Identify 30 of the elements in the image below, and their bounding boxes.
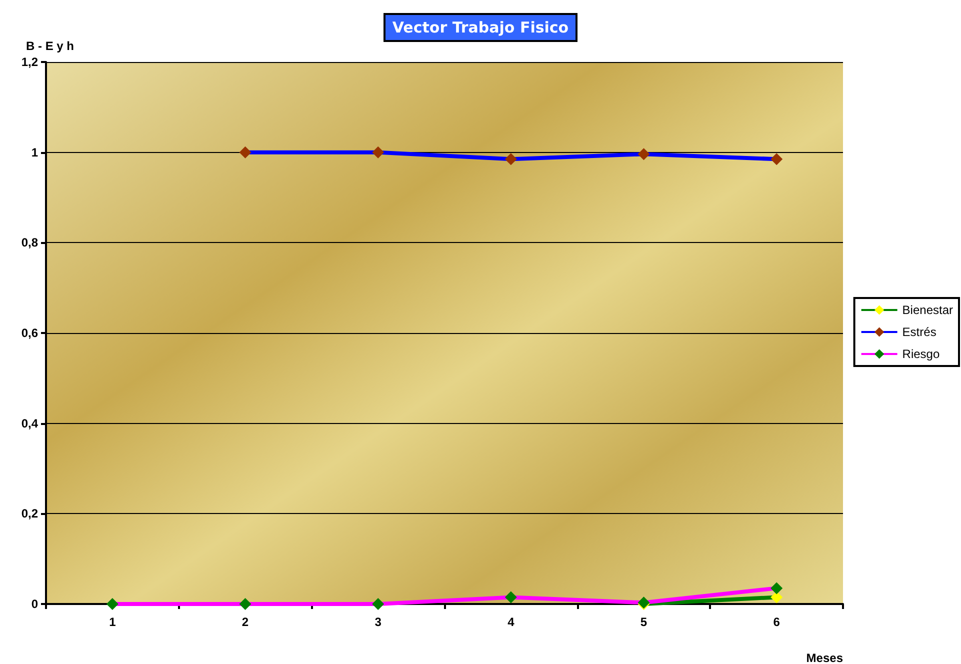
y-tick-label: 1,2 (21, 55, 38, 69)
point (372, 598, 384, 610)
point (239, 598, 252, 610)
point (239, 146, 252, 158)
x-axis-title: Meses (806, 651, 844, 664)
x-tick-label: 1 (109, 615, 116, 629)
y-axis-title: B - E y h (26, 39, 74, 53)
x-tick-label: 4 (508, 615, 515, 629)
x-tick-label: 2 (242, 615, 249, 629)
legend-label: Bienestar (902, 303, 954, 317)
point (770, 153, 783, 166)
point (372, 146, 384, 158)
legend-label: Riesgo (902, 347, 940, 361)
point (504, 153, 517, 166)
x-tick-label: 5 (640, 615, 648, 629)
y-tick-label: 0,8 (21, 236, 38, 250)
y-tick-label: 0,2 (21, 506, 38, 521)
point (770, 591, 783, 604)
point (770, 582, 783, 594)
point (638, 148, 650, 160)
point (504, 591, 517, 604)
x-tick-label: 6 (773, 615, 780, 629)
y-tick-label: 1 (31, 145, 38, 160)
x-tick-label: 3 (374, 615, 382, 629)
point (106, 598, 118, 610)
y-tick-label: 0,4 (21, 416, 38, 430)
y-tick-label: 0,6 (21, 326, 38, 340)
chart-title: Vector Trabajo Fisico (392, 18, 569, 36)
y-tick-label: 0 (31, 597, 38, 611)
legend-label: Estrés (902, 325, 936, 339)
